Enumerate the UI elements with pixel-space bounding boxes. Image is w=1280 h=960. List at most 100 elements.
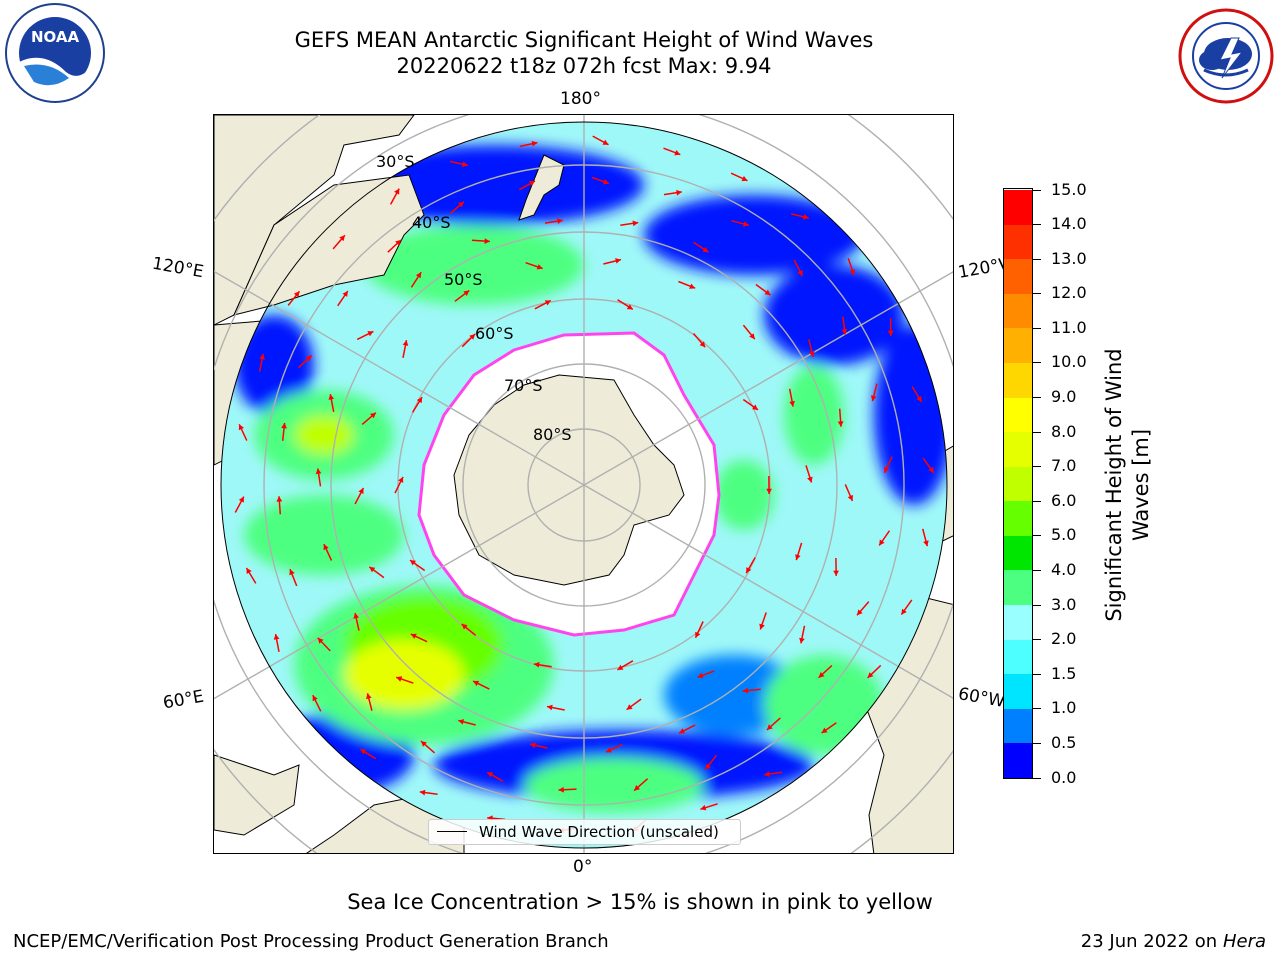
colorbar-tick: [1033, 673, 1041, 675]
wave-direction-arrowhead: [702, 246, 709, 253]
wave-direction-arrowhead: [458, 719, 465, 725]
wave-direction-arrowhead: [415, 272, 422, 279]
wave-direction-arrowhead: [416, 397, 423, 404]
wave-direction-arrowhead: [742, 687, 749, 694]
wave-direction-arrowhead: [759, 623, 765, 630]
map-legend: Wind Wave Direction (unscaled): [428, 819, 741, 845]
chart-title: GEFS MEAN Antarctic Significant Height o…: [294, 28, 874, 52]
wave-direction-arrowhead: [833, 570, 839, 576]
wave-direction-arrowhead: [410, 633, 417, 639]
wave-direction-arrowhead: [689, 283, 696, 289]
wave-direction-arrowhead: [484, 238, 490, 244]
wave-direction-arrowhead: [764, 289, 771, 296]
noaa-logo: NOAA: [5, 3, 105, 103]
colorbar-segment: [1004, 327, 1032, 363]
wave-direction-arrowhead: [370, 412, 376, 419]
wave-direction-arrowhead: [305, 355, 312, 362]
wave-direction-arrowhead: [602, 139, 609, 145]
wave-direction-arrowhead: [857, 609, 863, 616]
wave-direction-arrowhead: [396, 676, 403, 682]
wave-direction-arrowhead: [821, 727, 828, 733]
lon-label-0: 0°: [573, 857, 593, 877]
wave-direction-arrowhead: [398, 476, 404, 483]
colorbar-tick: [1033, 397, 1041, 399]
wave-direction-arrowhead: [342, 291, 348, 297]
colorbar-segment: [1004, 224, 1032, 260]
wave-direction-arrowhead: [695, 631, 701, 638]
footer-date-text: 23 Jun 2022 on: [1080, 931, 1218, 952]
wave-direction-arrowhead: [679, 728, 685, 734]
colorbar-tick-label: 1.0: [1051, 698, 1077, 718]
colorbar-tick-label: 0.5: [1051, 732, 1077, 752]
colorbar-segment: [1004, 708, 1032, 744]
wave-direction-arrowhead: [315, 468, 322, 475]
wave-direction-arrowhead: [841, 329, 848, 335]
wave-direction-arrowhead: [367, 331, 374, 337]
wave-direction-arrowhead: [358, 488, 364, 494]
lat-label-30s: 30°S: [376, 152, 415, 171]
colorbar-label-line1: Significant Height of Wind: [1102, 348, 1126, 622]
colorbar-tick: [1033, 327, 1041, 329]
meridian-line: [214, 270, 585, 486]
colorbar-segment: [1004, 535, 1032, 571]
meridian-line: [583, 484, 953, 699]
wave-direction-arrowhead: [276, 496, 283, 502]
wave-direction-arrowhead: [700, 804, 707, 811]
wave-direction-arrowhead: [360, 749, 367, 755]
wave-direction-arrowhead: [749, 333, 755, 340]
wave-direction-arrowhead: [789, 400, 795, 407]
wave-direction-arrowhead: [395, 240, 401, 246]
wave-direction-arrowhead: [634, 785, 640, 791]
wave-direction-arrowhead: [837, 421, 844, 427]
wave-direction-arrowhead: [544, 300, 551, 306]
wave-direction-arrowhead: [339, 235, 345, 242]
wave-direction-arrowhead: [473, 680, 480, 687]
colorbar-tick: [1033, 639, 1041, 641]
nws-logo: [1178, 8, 1274, 104]
colorbar-tick: [1033, 224, 1041, 226]
chart-subtitle: 20220622 t18z 072h fcst Max: 9.94: [396, 54, 772, 78]
wave-direction-arrowhead: [421, 741, 427, 747]
wave-direction-arrowhead: [603, 179, 609, 185]
wave-direction-arrowhead: [259, 353, 265, 360]
colorbar-segment: [1004, 673, 1032, 709]
wave-direction-arrowhead: [289, 569, 295, 576]
colorbar-tick-label: 12.0: [1051, 283, 1087, 303]
wave-direction-arrowhead: [884, 466, 890, 473]
colorbar-tick-label: 10.0: [1051, 352, 1087, 372]
lat-label-70s: 70°S: [504, 376, 543, 395]
graticule: [214, 115, 953, 853]
polar-map: [214, 115, 953, 853]
wave-direction-arrowhead: [617, 664, 624, 670]
wave-direction-arrowhead: [529, 181, 535, 187]
colorbar-segment: [1004, 742, 1032, 778]
wave-direction-arrowhead: [558, 786, 564, 793]
colorbar-tick-label: 11.0: [1051, 317, 1087, 337]
colorbar-segment: [1004, 466, 1032, 502]
wave-direction-arrowhead: [705, 763, 711, 770]
wave-direction-arrowhead: [293, 291, 300, 298]
lat-label-40s: 40°S: [412, 213, 451, 232]
colorbar-tick: [1033, 708, 1041, 710]
wave-direction-arrowhead: [317, 637, 324, 644]
wave-direction-arrowhead: [369, 566, 376, 573]
wave-direction-arrowhead: [530, 742, 536, 749]
noaa-wordmark: NOAA: [31, 28, 80, 46]
wave-direction-arrowhead: [246, 568, 252, 574]
colorbar-segment: [1004, 639, 1032, 675]
wave-direction-arrowhead: [353, 613, 359, 619]
colorbar-tick-label: 15.0: [1051, 179, 1087, 199]
lat-label-60s: 60°S: [475, 324, 514, 343]
wave-direction-arrowhead: [557, 218, 563, 224]
colorbar-tick: [1033, 431, 1041, 433]
meridian-line: [583, 271, 953, 486]
colorbar-label-line2: Waves [m]: [1129, 428, 1153, 542]
wave-direction-arrowhead: [870, 395, 877, 402]
colorbar-segment: [1004, 293, 1032, 329]
wave-direction-arrowhead: [281, 422, 287, 429]
colorbar-tick: [1033, 189, 1041, 191]
colorbar-segment: [1004, 397, 1032, 433]
wave-direction-arrowhead: [867, 672, 874, 678]
sea-ice-note: Sea Ice Concentration > 15% is shown in …: [347, 890, 933, 914]
wave-direction-arrowhead: [394, 188, 400, 195]
